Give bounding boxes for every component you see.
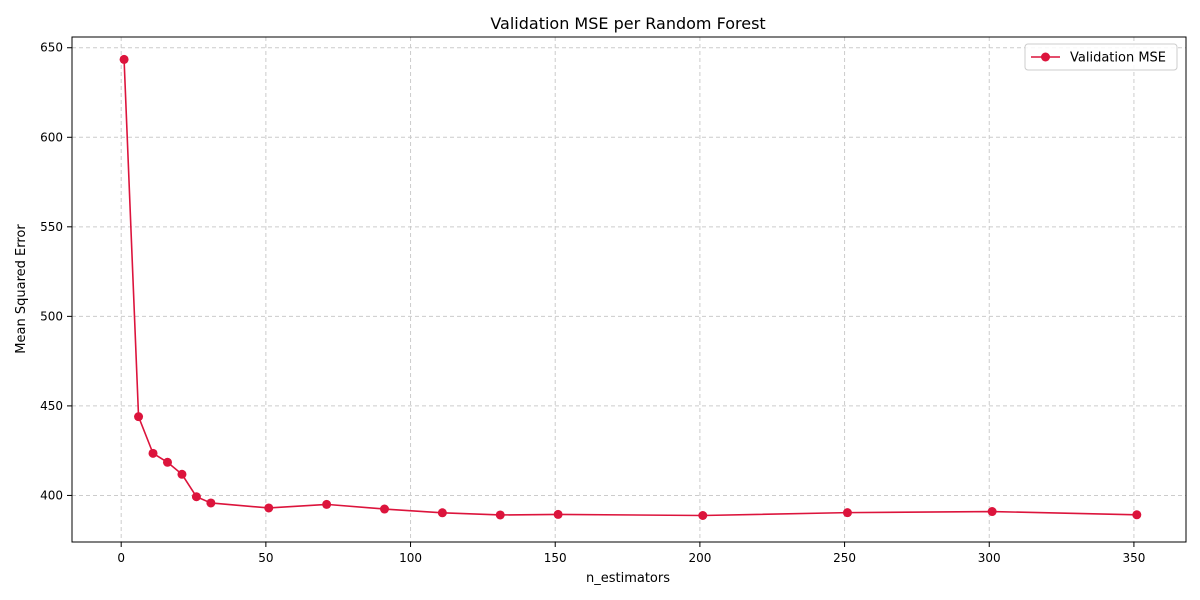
chart-title: Validation MSE per Random Forest [490, 14, 765, 33]
y-axis: 400 450 500 550 600 650 [40, 41, 72, 502]
y-tick-label: 500 [40, 309, 63, 323]
data-point [322, 499, 332, 509]
legend-label: Validation MSE [1070, 51, 1166, 66]
x-tick-label: 0 [117, 551, 125, 565]
data-point [379, 504, 389, 514]
series-line [123, 59, 1137, 517]
data-point [698, 510, 708, 520]
x-tick-label: 300 [978, 551, 1001, 565]
x-axis: 0 50 100 150 200 250 300 350 [117, 542, 1145, 565]
y-tick-label: 600 [40, 130, 63, 144]
data-point [148, 448, 158, 458]
plot-frame [71, 36, 1187, 543]
data-point [842, 508, 852, 518]
data-point [987, 507, 997, 517]
x-tick-label: 200 [688, 551, 711, 565]
x-axis-label: n_estimators [586, 571, 670, 586]
x-tick-label: 150 [544, 551, 567, 565]
x-tick-label: 250 [833, 551, 856, 565]
data-point [119, 54, 129, 64]
grid [72, 37, 1186, 542]
legend: Validation MSE [1024, 43, 1178, 71]
data-point [437, 508, 447, 518]
data-point [553, 509, 563, 519]
legend-box [1024, 43, 1178, 71]
y-tick-label: 650 [40, 41, 63, 55]
y-tick-label: 450 [40, 399, 63, 413]
data-point [191, 492, 201, 502]
data-point [162, 457, 172, 467]
x-tick-label: 100 [399, 551, 422, 565]
legend-marker [1041, 52, 1050, 62]
series-layer [119, 54, 1142, 520]
data-point [495, 510, 505, 520]
data-point [134, 412, 144, 422]
y-tick-label: 550 [40, 220, 63, 234]
data-point [264, 503, 274, 513]
data-point [1132, 510, 1142, 520]
y-axis-label: Mean Squared Error [14, 224, 29, 354]
y-tick-label: 400 [40, 488, 63, 502]
x-tick-label: 50 [258, 551, 273, 565]
data-point [177, 469, 187, 479]
data-point [206, 498, 216, 508]
x-tick-label: 350 [1122, 551, 1145, 565]
